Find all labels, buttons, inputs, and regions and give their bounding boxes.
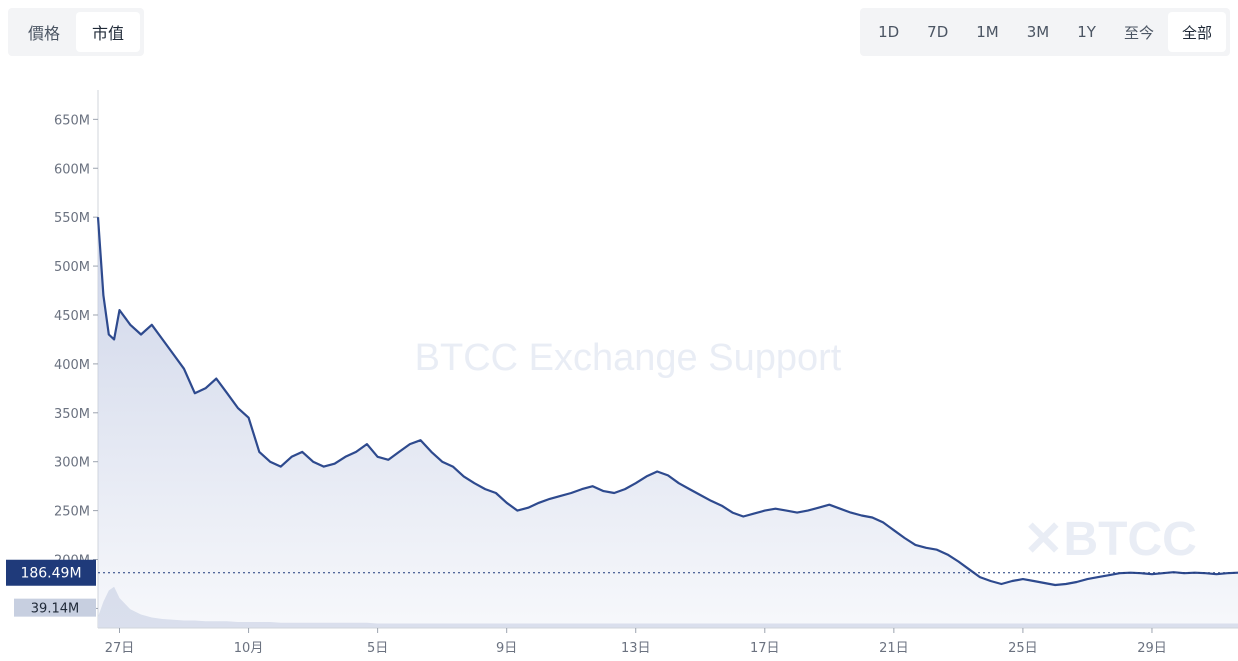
y-tick-label: 250M [54,505,90,520]
series-line [96,217,1238,587]
x-tick-label: 5日 [367,641,388,656]
y-tick-label: 400M [54,358,90,373]
x-tick-label: 9日 [496,641,517,656]
watermark-text: BTCC Exchange Support [415,337,842,379]
tab-price[interactable]: 價格 [28,24,61,43]
y-tick-label: 500M [54,260,90,275]
range-tab-3m[interactable]: 3M [1026,23,1050,41]
y-tick-label: 550M [54,211,90,226]
series-area [98,217,1238,628]
current-value-label: 186.49M [20,566,81,582]
x-tick-label: 13日 [621,641,651,656]
y-tick-label: 450M [54,309,90,324]
range-tab-ytd[interactable]: 至今 [1123,23,1154,42]
range-tab-1d[interactable]: 1D [878,23,900,41]
volume-value-label: 39.14M [31,602,79,617]
y-tick-label: 300M [54,456,90,471]
x-tick-label: 27日 [105,641,135,656]
y-tick-label: 650M [54,113,90,128]
x-tick-label: 17日 [750,641,780,656]
range-tab-1y[interactable]: 1Y [1077,23,1096,41]
watermark-logo: ✕BTCC [1023,513,1197,566]
current-value-badge [6,559,96,586]
x-tick-label: 29日 [1137,641,1167,656]
range-tab-group: 1D 7D 1M 3M 1Y 至今 全部 [860,8,1230,56]
x-tick-label: 21日 [879,641,909,656]
tab-market-cap[interactable]: 市值 [76,12,141,52]
x-tick-label: 10月 [234,641,264,656]
y-tick-label: 600M [54,162,90,177]
metric-tab-group: 價格 市值 [8,8,145,56]
y-tick-label: 350M [54,407,90,422]
range-tab-all[interactable]: 全部 [1167,12,1226,52]
volume-value-badge [14,598,96,617]
range-tab-1m[interactable]: 1M [976,23,999,41]
range-tab-7d[interactable]: 7D [927,23,949,41]
x-tick-label: 25日 [1008,641,1038,656]
